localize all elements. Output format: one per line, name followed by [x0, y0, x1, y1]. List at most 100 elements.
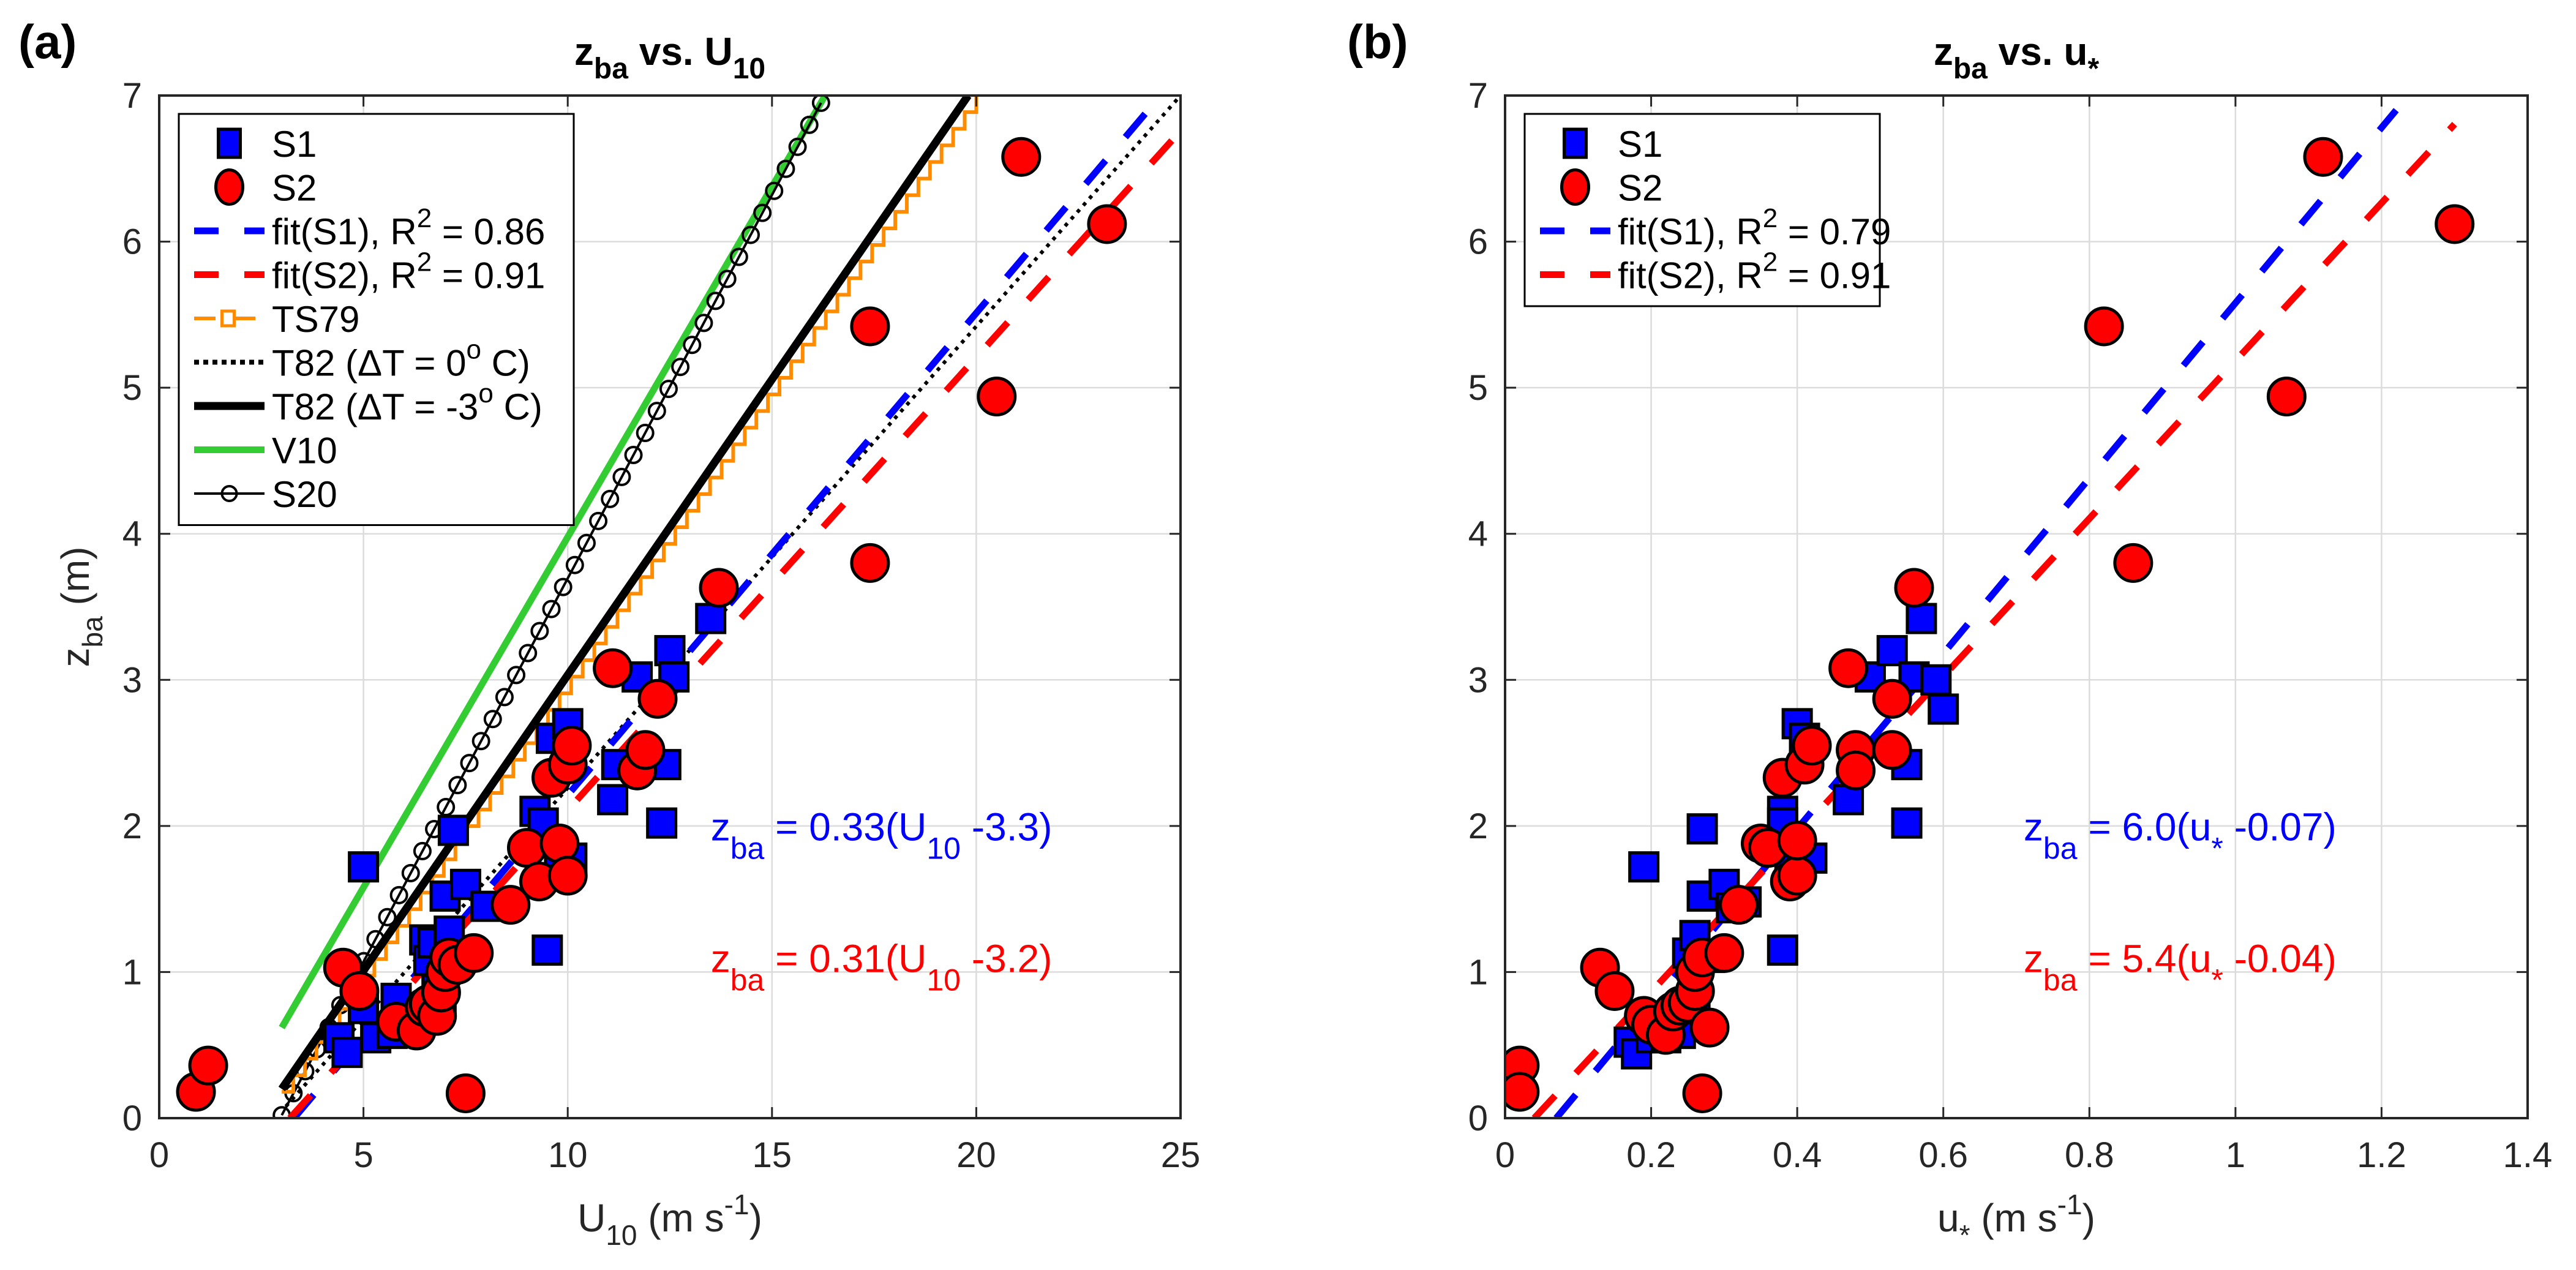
legend-item: S2 — [214, 168, 317, 209]
legend-label: S2 — [1618, 168, 1662, 209]
title-sub2: * — [2087, 53, 2099, 85]
legend-item: fit(S1), R2 = 0.86 — [194, 203, 545, 252]
data-point-s2 — [1872, 678, 1912, 719]
plot-content — [176, 96, 1181, 1118]
eq-body: = 6.0(u — [2078, 805, 2212, 849]
data-point-s1 — [1920, 664, 1952, 696]
legend-label-sup: 2 — [417, 247, 432, 277]
y-tick-label: 3 — [122, 660, 142, 700]
eq-sub: ba — [2043, 963, 2078, 997]
legend-label-pre: T82 (ΔT = -3 — [272, 386, 478, 427]
legend-label: fit(S2), R2 = 0.91 — [272, 247, 545, 296]
data-point-s2 — [2084, 306, 2124, 347]
eq-end: -3.2) — [961, 936, 1052, 980]
title-sub: ba — [594, 53, 628, 85]
legend-item: fit(S2), R2 = 0.91 — [194, 247, 545, 296]
eq-sub: ba — [730, 963, 765, 997]
model-lines — [1531, 108, 2457, 1118]
data-point-s2 — [1594, 971, 1635, 1011]
x-tick-label: 0.2 — [1626, 1135, 1676, 1175]
y-tick-label: 7 — [1468, 76, 1488, 116]
legend-label-pre: V10 — [272, 430, 337, 472]
s20-marker — [507, 666, 526, 685]
series-line-fit-s1-r-0-86 — [291, 96, 1163, 1118]
legend-label: S20 — [272, 474, 337, 515]
x-tick-label: 1.4 — [2503, 1135, 2553, 1175]
x-tick-label: 0.6 — [1918, 1135, 1968, 1175]
eq-end: -0.04) — [2223, 936, 2337, 980]
data-point-s2 — [977, 376, 1017, 416]
s20-marker — [729, 247, 748, 266]
s20-marker — [565, 555, 584, 574]
s20-marker — [530, 622, 549, 641]
eq-main: z — [711, 805, 730, 849]
s20-marker — [706, 291, 725, 310]
y-tick-label: 1 — [122, 952, 142, 992]
s20-marker — [577, 533, 596, 552]
title-sub2: 10 — [733, 53, 765, 85]
s20-marker — [495, 688, 514, 707]
s20-marker — [776, 159, 795, 178]
s20-marker — [612, 467, 631, 486]
legend-label-post: C) — [481, 343, 530, 384]
s20-marker — [683, 336, 702, 355]
legend-item: fit(S2), R2 = 0.91 — [1540, 247, 1891, 296]
ticks: 0 0.2 0.4 0.6 0.8 1 1.2 1.4 0 1 2 3 4 5 6 7 — [1468, 76, 2553, 1175]
y-axis-label: zba (m) — [53, 547, 108, 667]
axes-box — [1504, 94, 2529, 1119]
title-mid: vs. U — [628, 29, 733, 73]
s20-marker — [413, 841, 432, 860]
legend-label-pre: fit(S2), R — [1618, 255, 1763, 296]
legend-item: T82 (ΔT = 0o C) — [194, 335, 530, 384]
series-line-t82-t-3-c- — [278, 96, 972, 1091]
eq-main: z — [2024, 805, 2043, 849]
s20-marker — [601, 489, 620, 508]
data-point-s2 — [2266, 376, 2307, 416]
legend-label: S2 — [272, 168, 317, 209]
data-point-s1 — [1876, 635, 1908, 667]
s20-marker — [589, 511, 608, 530]
s20-marker — [448, 776, 467, 795]
legend-label-pre: S20 — [272, 474, 337, 515]
data-point-s1 — [1891, 807, 1923, 839]
legend-item: S1 — [217, 124, 317, 165]
legend-circle-icon — [214, 168, 244, 206]
y-tick-label: 6 — [1468, 222, 1488, 262]
legend-square-icon — [1563, 127, 1588, 159]
eq-sub2: 10 — [926, 832, 961, 866]
data-point-s1 — [348, 851, 380, 883]
s20-marker — [694, 314, 713, 333]
legend-label-post: = 0.86 — [432, 211, 545, 252]
title-sub: ba — [1953, 53, 1988, 85]
data-point-s1 — [1906, 603, 1937, 634]
fit-equation-s2: zba = 5.4(u* -0.04) — [2024, 936, 2337, 997]
s20-marker — [483, 710, 502, 729]
data-point-s2 — [1792, 726, 1832, 766]
legend-label-sup: 2 — [417, 203, 432, 233]
xlabel-rest: (m s — [637, 1196, 724, 1240]
chart-title: zba vs. U10 — [574, 29, 765, 85]
axes-box — [158, 94, 1182, 1119]
s20-marker — [718, 269, 737, 288]
y-tick-label: 3 — [1468, 660, 1488, 700]
xlabel-sup: -1 — [2057, 1189, 2082, 1220]
legend-item: fit(S1), R2 = 0.79 — [1540, 203, 1891, 252]
data-point-s1 — [1833, 784, 1864, 816]
data-point-s1 — [597, 784, 629, 816]
legend-label-pre: T82 (ΔT = 0 — [272, 343, 466, 384]
legend-label-sup: 2 — [1763, 247, 1778, 277]
legend-label-pre: TS79 — [272, 299, 359, 340]
chart-title: zba vs. u* — [1934, 29, 2100, 85]
xlabel-main: u — [1937, 1196, 1959, 1240]
data-point-s2 — [637, 678, 678, 719]
x-tick-label: 15 — [753, 1135, 792, 1175]
s20-marker — [471, 732, 490, 751]
s20-marker — [788, 137, 807, 156]
series-line-fit-s2-r-0-91 — [287, 129, 1181, 1118]
eq-sub2: * — [2211, 963, 2223, 997]
xlabel-end: ) — [2082, 1196, 2095, 1240]
data-point-s2 — [1689, 1007, 1730, 1048]
x-tick-label: 20 — [956, 1135, 996, 1175]
y-tick-label: 0 — [1468, 1099, 1488, 1138]
